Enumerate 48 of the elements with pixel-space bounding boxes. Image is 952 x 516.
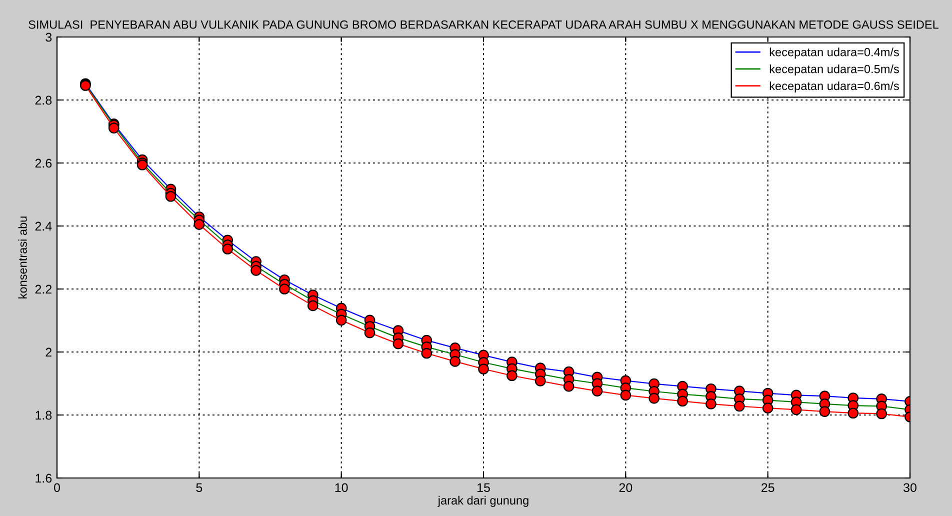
point [478,364,489,374]
point [165,190,176,202]
point [108,122,120,134]
y-tick-label: 1.6 [36,474,52,483]
x-tick-label: 30 [904,483,916,492]
point [450,356,460,367]
point [648,392,660,404]
y-tick-label: 2.8 [35,96,52,105]
point [706,398,716,410]
legend-label: kecepatan udara=0.6m/s [770,81,899,92]
point [762,402,774,414]
point [677,396,688,407]
x-tick-label: 25 [762,483,774,492]
point [307,300,318,312]
x-tick-label: 0 [54,483,60,492]
point [392,338,404,350]
point [421,348,432,359]
x-axis-title: jarak dari gunung [438,496,528,507]
legend-label: kecepatan udara=0.5m/s [770,64,899,76]
point [876,408,887,420]
point [364,327,376,338]
y-tick-label: 2.6 [35,158,52,168]
point [506,370,518,382]
x-tick-label: 15 [478,483,490,492]
y-tick-label: 3 [46,32,52,42]
y-tick-label: 2.2 [35,284,52,294]
x-tick-label: 10 [335,483,348,492]
point [734,400,745,412]
point [222,244,234,254]
point [563,380,574,392]
point [592,386,603,396]
point [848,408,859,419]
y-tick-label: 1.8 [36,410,52,420]
y-tick-label: 2.4 [35,222,52,231]
point [534,376,546,386]
x-tick-label: 20 [619,483,632,492]
x-tick-label: 5 [196,483,202,492]
y-tick-label: 2 [46,348,52,357]
point [194,219,205,230]
point [819,406,830,417]
y-axis-title: konsentrasi abu [18,216,27,298]
legend-label: kecepatan udara=0.4m/s [770,48,899,59]
chart-title: SIMULASI PENYEBARAN ABU VULKANIK PADA GUNUNG BROMO BERDASARKAN KECERAPAT UDARA ARAH SUMBU X MENGGUNAKAN METODE GAUSS SEIDEL [28,20,939,29]
point [790,404,802,416]
point [279,284,290,294]
point [336,314,347,326]
point [250,265,262,276]
point [620,390,632,401]
